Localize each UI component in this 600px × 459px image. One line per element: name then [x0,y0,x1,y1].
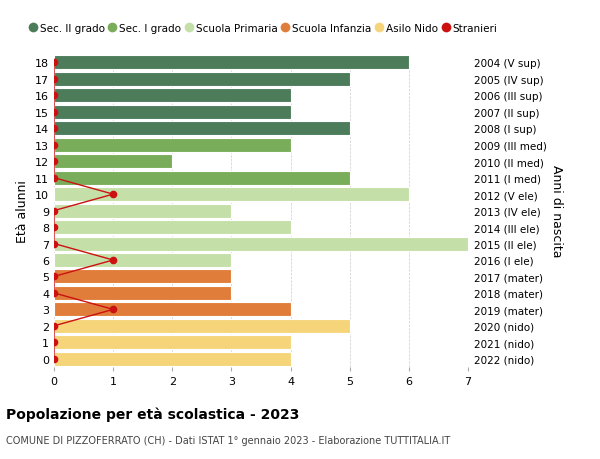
Bar [54,204,232,218]
Text: COMUNE DI PIZZOFERRATO (CH) - Dati ISTAT 1° gennaio 2023 - Elaborazione TUTTITAL: COMUNE DI PIZZOFERRATO (CH) - Dati ISTAT… [6,435,450,445]
Bar [54,122,350,136]
Bar [54,352,290,366]
Bar [54,253,232,268]
Bar [54,89,290,103]
Bar [54,139,290,152]
Bar [54,188,409,202]
Bar [54,155,172,169]
Text: Popolazione per età scolastica - 2023: Popolazione per età scolastica - 2023 [6,406,299,421]
Bar [54,237,468,251]
Bar [54,303,290,317]
Bar [54,106,290,119]
Y-axis label: Età alunni: Età alunni [16,180,29,242]
Bar [54,286,232,300]
Y-axis label: Anni di nascita: Anni di nascita [550,165,563,257]
Bar [54,319,350,333]
Bar [54,270,232,284]
Bar [54,171,350,185]
Bar [54,221,290,235]
Bar [54,73,350,87]
Bar [54,56,409,70]
Bar [54,336,290,350]
Legend: Sec. II grado, Sec. I grado, Scuola Primaria, Scuola Infanzia, Asilo Nido, Stran: Sec. II grado, Sec. I grado, Scuola Prim… [26,20,502,38]
